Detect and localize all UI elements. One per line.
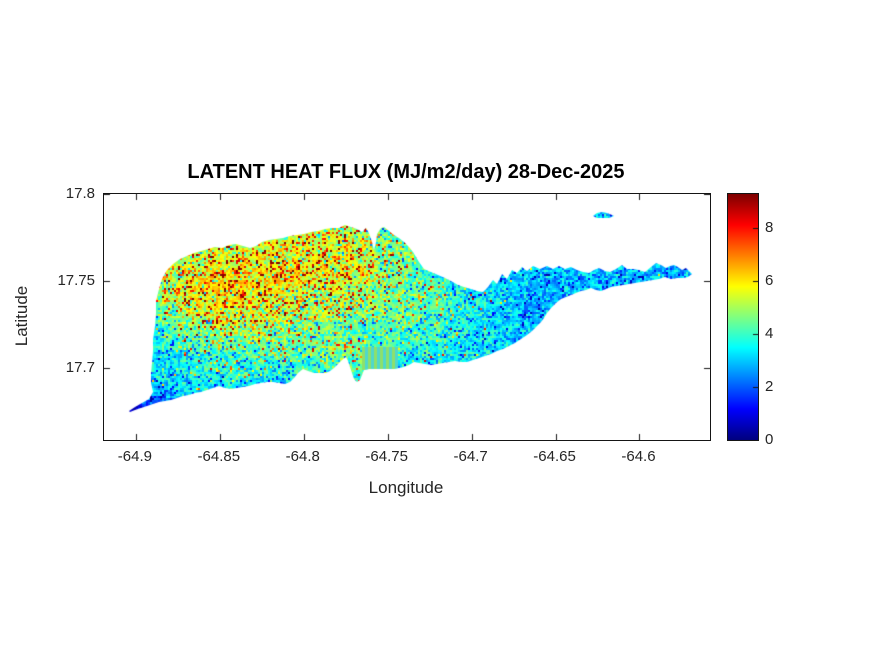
x-tick--64.7: -64.7 (453, 448, 488, 465)
colorbar-tick-4: 4 (765, 325, 774, 343)
colorbar (727, 193, 759, 441)
colorbar-tick-6: 6 (765, 272, 774, 290)
heatmap-canvas (104, 194, 710, 440)
x-tick--64.75: -64.75 (365, 448, 408, 465)
x-tick--64.65: -64.65 (533, 448, 576, 465)
colorbar-tick-2: 2 (765, 378, 774, 396)
colorbar-canvas (728, 194, 758, 440)
x-axis-label: Longitude (368, 478, 444, 497)
x-tick--64.85: -64.85 (197, 448, 241, 465)
x-tick--64.9: -64.9 (117, 448, 152, 465)
colorbar-tick-8: 8 (765, 219, 774, 237)
colorbar-tick-0: 0 (765, 431, 774, 448)
chart-title: LATENT HEAT FLUX (MJ/m2/day) 28-Dec-2025 (187, 161, 625, 183)
x-tick--64.6: -64.6 (621, 448, 656, 465)
plot-area (103, 193, 711, 441)
x-tick--64.8: -64.8 (285, 448, 320, 465)
y-tick-17.8: 17.8 (65, 185, 95, 202)
y-axis-label: Latitude (12, 285, 31, 347)
y-tick-17.75: 17.75 (57, 272, 95, 290)
y-tick-17.7: 17.7 (65, 359, 95, 377)
